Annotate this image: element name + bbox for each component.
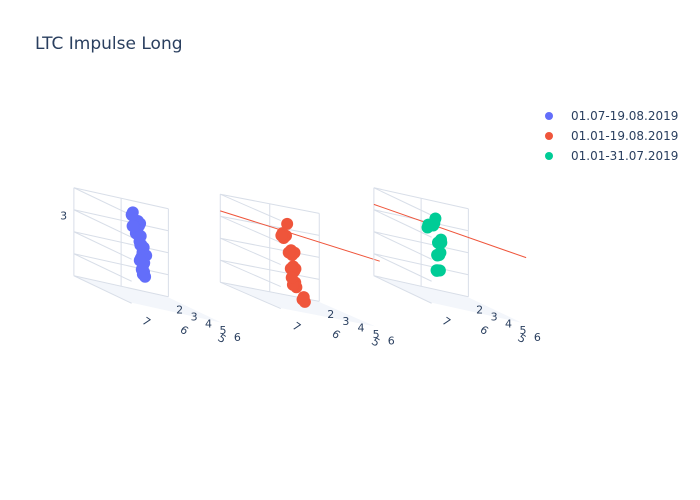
y-tick-label: 4 [205,317,212,330]
legend-marker [545,112,553,120]
grid-line [220,281,281,310]
x-tick-label: 7 [440,315,453,330]
legend-label: 01.01-31.07.2019 [571,149,679,163]
x-tick-label: 6 [477,323,490,338]
y-tick-label: 2 [327,308,334,321]
grid-line [73,187,132,216]
y-tick-label: 6 [234,331,241,344]
data-point[interactable] [134,230,147,243]
y-tick-label: 4 [357,321,364,334]
grid-line [73,231,132,260]
x-tick-label: 5 [369,335,382,350]
y-tick-label: 5 [373,328,380,341]
grid-line [373,209,432,238]
grid-line [73,253,132,282]
data-point[interactable] [432,237,445,250]
data-point[interactable] [421,221,434,234]
x-tick-label: 7 [140,315,153,330]
data-point[interactable] [126,209,139,222]
grid-line [220,193,320,214]
data-point[interactable] [296,293,309,306]
data-point[interactable] [285,271,298,284]
y-tick-label: 6 [534,331,541,344]
legend-marker [545,132,553,140]
data-point[interactable] [134,238,147,251]
grid-line [220,193,281,222]
y-tick-label: 4 [505,317,512,330]
grid-line [220,215,281,244]
trend-line [373,203,527,259]
legend-item[interactable]: 01.01-31.07.2019 [543,146,678,166]
grid-line [373,253,432,282]
data-point[interactable] [135,263,148,276]
z-tick-label: 3 [60,209,67,222]
legend-label: 01.07-19.08.2019 [571,109,679,123]
legend-item[interactable]: 01.01-19.08.2019 [543,126,678,146]
grid-line [373,187,432,216]
grid-line [373,275,432,304]
grid-line [73,209,132,238]
grid-line [220,237,281,266]
legend-marker [545,152,553,160]
data-point[interactable] [275,229,288,242]
data-point[interactable] [281,217,294,230]
grid-line [73,275,132,304]
data-point[interactable] [126,220,139,233]
chart-title: LTC Impulse Long [35,34,183,54]
x-tick-label: 6 [329,327,342,342]
y-tick-label: 5 [519,324,526,337]
grid-line [220,259,281,288]
data-point[interactable] [284,262,297,275]
y-tick-label: 5 [219,324,226,337]
data-point[interactable] [430,264,443,277]
legend-label: 01.01-19.08.2019 [571,129,679,143]
data-point[interactable] [282,246,295,259]
trend-line [220,210,380,262]
legend-item[interactable]: 01.07-19.08.2019 [543,106,678,126]
data-point[interactable] [431,249,444,262]
data-point[interactable] [133,254,146,267]
x-tick-label: 6 [177,323,190,338]
y-tick-label: 3 [491,310,498,323]
y-tick-label: 3 [342,315,349,328]
x-tick-label: 5 [215,331,228,346]
y-tick-label: 2 [476,304,483,317]
y-tick-label: 3 [191,310,198,323]
y-tick-label: 2 [176,304,183,317]
x-tick-label: 5 [515,331,528,346]
legend: 01.07-19.08.2019 01.01-19.08.2019 01.01-… [543,106,678,166]
x-tick-label: 7 [290,320,303,335]
y-tick-label: 6 [388,335,395,348]
grid-line [373,231,432,260]
